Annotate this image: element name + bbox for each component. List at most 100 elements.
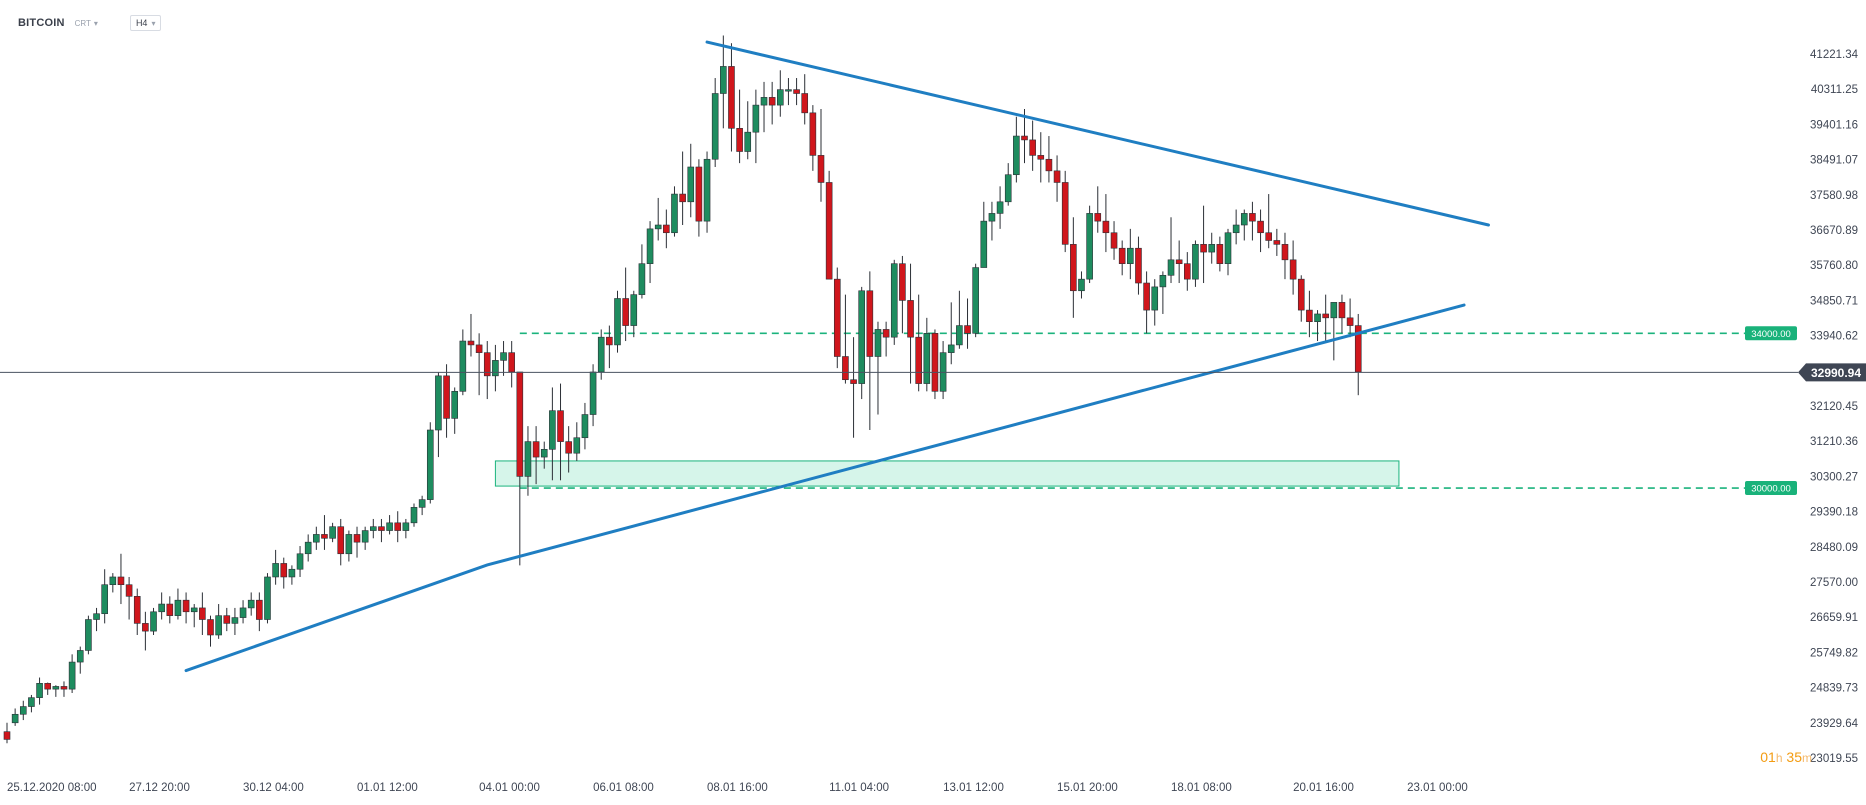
y-axis-tick-label: 32120.45 <box>1810 401 1858 413</box>
candle-bull <box>1151 286 1159 311</box>
level-lines-layer: 34000.00 30000.00 <box>519 326 1797 496</box>
candle-bear <box>1297 278 1305 311</box>
candle-bear <box>483 352 491 377</box>
candle-bear <box>1216 244 1224 264</box>
candle-bear <box>1200 244 1207 253</box>
candle-bear <box>1257 220 1264 234</box>
candle-bull <box>988 213 996 222</box>
y-axis-tick-label: 24839.73 <box>1810 683 1858 695</box>
x-axis-tick-label: 04.01 00:00 <box>479 782 540 794</box>
candle-bear <box>223 615 231 624</box>
y-axis-tick-label: 41221.34 <box>1810 49 1859 61</box>
timer-minutes: 35 <box>1786 749 1802 765</box>
candle-bull <box>1240 213 1248 226</box>
x-axis-tick-label: 27.12 20:00 <box>129 782 190 794</box>
candle-bull <box>614 298 621 346</box>
candle-bull <box>874 329 882 357</box>
candle-bull <box>239 607 247 618</box>
candle-bear <box>1118 247 1126 264</box>
instrument-type-label: CRT <box>74 18 91 28</box>
candle-bear <box>1037 155 1045 160</box>
y-axis-tick-label: 27570.00 <box>1810 577 1858 589</box>
candle-bull <box>85 619 92 651</box>
level-badge-label: 34000.00 <box>1751 329 1791 340</box>
candle-bull <box>980 220 988 268</box>
timeframe-select[interactable]: H4 ▾ <box>129 15 162 31</box>
candle-bull <box>361 530 369 543</box>
candle-bull <box>956 325 963 346</box>
candle-bear <box>1249 213 1256 222</box>
x-axis-tick-label: 23.01 00:00 <box>1407 782 1468 794</box>
candle-bull <box>524 441 532 477</box>
candle-bull <box>1013 135 1020 176</box>
candle-bull <box>288 568 296 578</box>
candle-bear <box>1346 317 1354 326</box>
instrument-type-dropdown[interactable]: CRT ▾ <box>75 19 98 28</box>
candle-bull <box>1078 278 1085 292</box>
candle-bull <box>776 89 784 106</box>
candle-bear <box>915 336 922 384</box>
candle-bull <box>345 534 353 555</box>
candle-bull <box>996 201 1004 214</box>
candle-bull <box>174 599 182 616</box>
candle-bear <box>256 599 263 620</box>
y-axis-tick-label: 28480.09 <box>1810 542 1858 554</box>
candle-bull <box>549 410 556 450</box>
candle-bear <box>899 263 906 301</box>
candle-bear <box>475 344 483 353</box>
candle-bull <box>68 661 76 690</box>
candle-bear <box>565 441 572 454</box>
candle-bear <box>842 356 849 381</box>
candle-bull <box>386 522 393 531</box>
candle-bull <box>752 104 760 133</box>
candle-bear <box>793 89 800 94</box>
candle-bear <box>1273 240 1281 245</box>
candle-bull <box>1314 313 1321 323</box>
candle-bear <box>207 619 214 636</box>
candle-bear <box>866 290 874 357</box>
y-axis-tick-label: 39401.16 <box>1810 119 1858 131</box>
candle-bear <box>1143 282 1150 311</box>
candle-bear <box>736 128 743 152</box>
candle-bull <box>459 340 467 392</box>
trendlines-layer <box>184 40 1490 673</box>
candle-bull <box>435 375 442 431</box>
candle-bear <box>1070 244 1077 292</box>
candle-bull <box>158 603 165 613</box>
candle-bear <box>199 607 206 620</box>
candle-bull <box>418 499 426 508</box>
candle-bear <box>394 522 402 531</box>
level-badge-label: 30000.00 <box>1751 484 1791 495</box>
candle-bear <box>337 526 345 555</box>
candle-bear <box>695 166 703 222</box>
symbol-label[interactable]: BITCOIN <box>18 17 65 29</box>
x-axis-tick-label: 15.01 20:00 <box>1057 782 1118 794</box>
candle-bull <box>329 526 336 539</box>
candle-bear <box>1045 158 1053 172</box>
candle-bull <box>597 336 605 373</box>
candle-bull <box>93 613 100 620</box>
candle-bull <box>36 683 43 698</box>
candle-bull <box>190 607 198 613</box>
y-axis-tick-label: 23929.64 <box>1810 718 1859 730</box>
x-axis-tick-label: 20.01 16:00 <box>1293 782 1354 794</box>
candle-bear <box>166 603 174 616</box>
candle-bear <box>182 599 190 613</box>
candle-bear <box>1281 244 1289 261</box>
candle-bull <box>264 576 271 620</box>
candle-bull <box>1232 224 1240 234</box>
price-line-layer: 32990.94 <box>0 363 1866 382</box>
timer-hours-unit: h <box>1775 751 1783 765</box>
y-axis-tick-label: 23019.55 <box>1810 753 1858 765</box>
candle-bear <box>1061 182 1069 245</box>
instrument-header: BITCOIN CRT ▾ H4 ▾ <box>18 13 162 33</box>
y-axis-tick-label: 29390.18 <box>1810 507 1858 519</box>
x-axis-tick-label: 25.12.2020 08:00 <box>7 782 97 794</box>
candle-bear <box>142 623 149 632</box>
candle-bear <box>728 66 735 129</box>
candle-bear <box>1102 220 1110 234</box>
y-axis-tick-label: 33940.62 <box>1810 331 1858 343</box>
candle-bear <box>508 352 515 373</box>
candle-countdown-timer: 01h 35m <box>1760 749 1812 765</box>
